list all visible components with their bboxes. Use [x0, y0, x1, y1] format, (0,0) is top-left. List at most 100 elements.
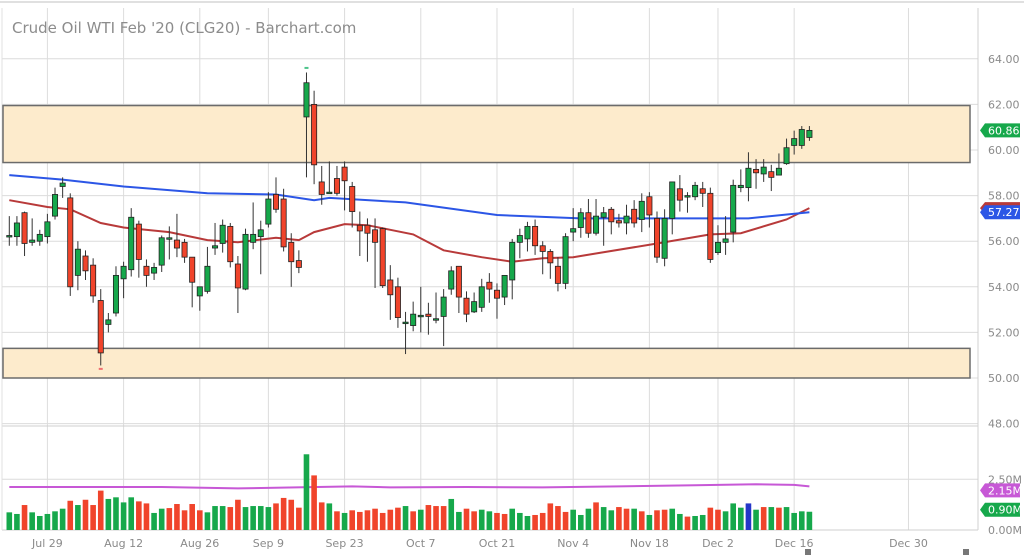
candle-down — [295, 260, 302, 268]
volume-bar — [425, 505, 432, 530]
candle-down — [356, 224, 363, 232]
candle-up — [638, 200, 645, 220]
volume-bar — [113, 497, 119, 530]
candle-up — [600, 212, 607, 218]
volume-bar — [722, 511, 729, 530]
volume-bar — [661, 509, 668, 530]
volume-bar — [197, 510, 203, 530]
date-tick-label: Dec 16 — [775, 537, 814, 550]
date-tick-label: Oct 21 — [479, 537, 516, 550]
candle-down — [753, 168, 760, 174]
candle-up — [516, 235, 523, 243]
volume-bar — [59, 508, 66, 530]
volume-bar — [646, 514, 653, 530]
candle-up — [791, 138, 798, 146]
event-marker-icon — [963, 549, 969, 555]
candle-up — [684, 195, 691, 198]
candle-down — [234, 263, 241, 289]
volume-tick-label: 0.00M — [988, 524, 1022, 537]
volume-bar — [29, 512, 35, 530]
candle-up — [44, 221, 51, 238]
candle-down — [547, 251, 554, 264]
candle-up — [669, 181, 676, 219]
price-tag-bg — [980, 205, 1020, 220]
volume-bar — [273, 503, 279, 530]
volume-bar — [585, 508, 592, 530]
volume-bar — [471, 511, 477, 530]
candle-down — [135, 223, 142, 260]
volume-bar — [166, 508, 173, 530]
date-tick-label: Dec 2 — [702, 537, 734, 550]
volume-bar — [738, 507, 744, 530]
price-tick-label: 54.00 — [988, 281, 1020, 294]
candle-up — [661, 217, 668, 259]
volume-bar — [97, 490, 104, 530]
candle-down — [615, 220, 622, 224]
date-tick-label: Oct 7 — [406, 537, 436, 550]
volume-bar — [578, 514, 584, 530]
volume-bar — [318, 502, 325, 530]
candle-up — [448, 270, 455, 290]
volume-bar — [36, 515, 43, 530]
volume-bar — [562, 511, 569, 530]
volume-bar — [235, 499, 241, 530]
candle-up — [471, 301, 478, 313]
candle-down — [333, 178, 340, 194]
volume-bar — [52, 511, 58, 530]
volume-bar — [326, 503, 333, 530]
volume-bar — [776, 507, 782, 530]
axes: 48.00 50.00 52.00 54.00 56.00 58.00 60.00 62.00… — [31, 53, 1022, 555]
volume-bar — [547, 503, 554, 530]
candle-up — [158, 237, 165, 266]
candle-down — [676, 188, 683, 201]
volume-bar — [715, 509, 721, 530]
candle-down — [654, 217, 661, 258]
candle-up — [417, 314, 424, 318]
candle-up — [6, 235, 13, 238]
volume-bar — [402, 506, 409, 530]
candle-up — [303, 82, 310, 118]
volume-bar — [303, 454, 310, 530]
candle-up — [440, 296, 447, 317]
low-marker — [98, 367, 103, 370]
candle-down — [143, 265, 150, 276]
volume-bar — [105, 498, 112, 530]
volume-bar — [798, 511, 805, 530]
volume-bar — [417, 509, 424, 530]
candle-up — [524, 225, 531, 240]
volume-tag-bg — [980, 483, 1020, 498]
candle-down — [387, 279, 394, 296]
candle-up — [402, 321, 409, 325]
volume-bar — [570, 509, 576, 530]
candle-down — [227, 225, 234, 263]
candle-up — [151, 267, 158, 274]
candle-up — [105, 319, 112, 325]
candle-down — [608, 208, 615, 223]
volume-bar — [600, 507, 607, 530]
candle-up — [219, 224, 226, 244]
volume-tick-label: 2.50M — [988, 473, 1022, 486]
volume-bar — [783, 507, 790, 530]
volume-bar — [120, 502, 127, 530]
candle-down — [67, 197, 74, 288]
candle-up — [265, 198, 272, 225]
volume-bar — [158, 508, 165, 530]
candle-down — [364, 224, 371, 234]
volume-bar — [311, 475, 317, 530]
volume-bar — [143, 503, 150, 530]
volume-bar — [410, 511, 416, 530]
volume-bar — [463, 508, 470, 530]
volume-bar — [707, 507, 714, 530]
volume-bar — [608, 510, 615, 530]
date-tick-label: Nov 4 — [557, 537, 589, 550]
date-tick-label: Aug 12 — [104, 537, 143, 550]
candle-up — [74, 248, 81, 276]
volume-bar — [631, 508, 637, 530]
candle-up — [13, 222, 20, 238]
volume-bar — [372, 508, 378, 530]
volume-bar — [136, 501, 142, 530]
volume-bar — [669, 508, 676, 530]
candle-down — [493, 289, 500, 299]
volume-bar — [524, 515, 531, 530]
